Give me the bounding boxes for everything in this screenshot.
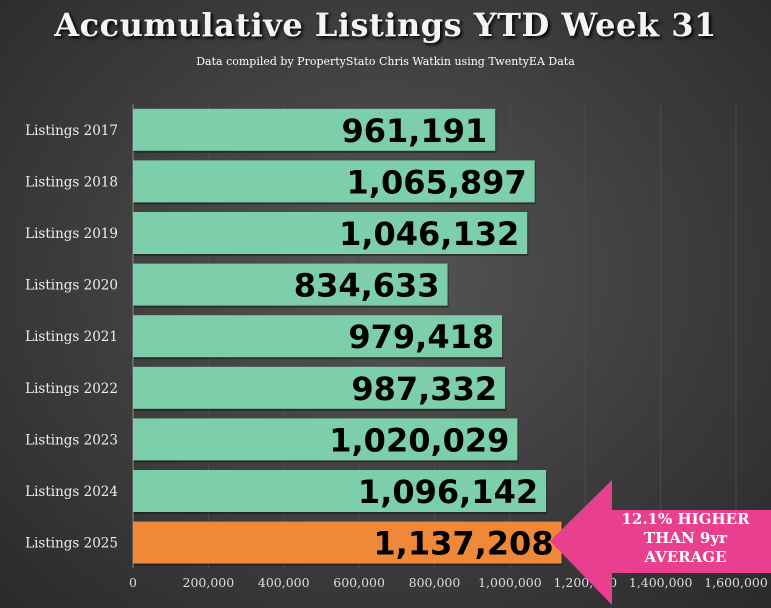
category-label: Listings 2019 [25, 226, 118, 242]
x-tick-label: 800,000 [409, 575, 461, 590]
bar [133, 263, 448, 306]
data-label: 1,020,029 [329, 421, 509, 459]
category-label: Listings 2024 [25, 484, 118, 500]
x-tick-label: 200,000 [183, 575, 235, 590]
x-tick-label: 0 [129, 575, 137, 590]
data-label: 987,332 [351, 370, 497, 408]
chart-subtitle: Data compiled by PropertyStato Chris Wat… [196, 55, 575, 68]
x-tick-label: 1,600,000 [704, 575, 768, 590]
data-label: 961,191 [341, 112, 487, 150]
data-label: 1,046,132 [339, 215, 519, 253]
bar [133, 521, 562, 564]
callout-text: 12.1% HIGHER THAN 9yr AVERAGE [600, 510, 771, 567]
bar [133, 212, 528, 254]
data-label: 979,418 [348, 318, 494, 356]
category-label: Listings 2025 [25, 536, 118, 552]
category-label: Listings 2018 [25, 174, 118, 190]
data-label: 1,096,142 [358, 473, 538, 511]
bar [133, 470, 547, 512]
bar [133, 108, 496, 151]
x-tick-label: 400,000 [258, 575, 310, 590]
x-tick-label: 1,000,000 [478, 575, 542, 590]
data-label: 1,065,897 [347, 163, 527, 201]
arrow-shape [550, 480, 771, 605]
x-tick-label: 600,000 [333, 575, 385, 590]
category-label: Listings 2023 [25, 432, 118, 448]
bar [133, 315, 503, 358]
data-label: 1,137,208 [373, 525, 553, 563]
bar [133, 160, 535, 203]
category-label: Listings 2020 [25, 278, 118, 294]
category-label: Listings 2022 [25, 381, 118, 397]
callout-line: 12.1% HIGHER [621, 510, 750, 528]
category-label: Listings 2017 [25, 123, 118, 139]
bar [133, 366, 506, 409]
bar [133, 418, 518, 461]
x-tick-label: 1,400,000 [629, 575, 693, 590]
callout-line: AVERAGE [644, 548, 727, 566]
chart-title: Accumulative Listings YTD Week 31 [54, 6, 717, 44]
category-label: Listings 2021 [25, 329, 118, 345]
data-label: 834,633 [294, 267, 440, 305]
callout-line: THAN 9yr [644, 529, 727, 547]
